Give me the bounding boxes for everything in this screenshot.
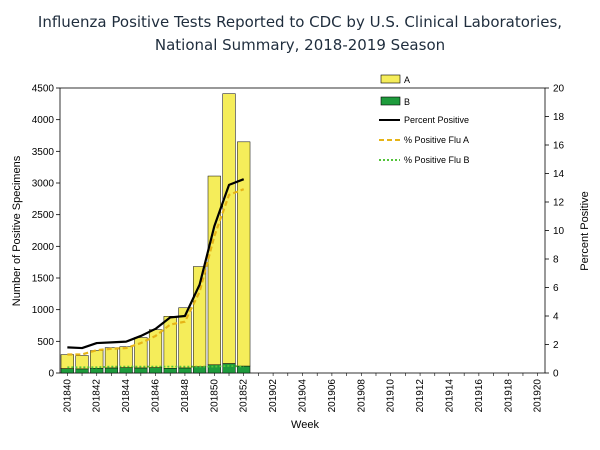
x-tick-label-201902: 201902: [268, 379, 279, 413]
x-tick-label-201844: 201844: [121, 379, 132, 413]
bar-b-201846: [148, 367, 163, 374]
x-axis-label: Week: [291, 419, 319, 431]
bar-a-201852: [237, 141, 251, 367]
x-tick-label-201916: 201916: [474, 379, 485, 413]
bar-a-201845: [134, 337, 148, 369]
x-tick-label-201852: 201852: [239, 379, 250, 413]
x-tick-label-201908: 201908: [356, 379, 367, 413]
bar-a-201842: [90, 350, 104, 369]
legend-label-flu-a: % Positive Flu A: [404, 135, 469, 145]
bar-b-201843: [104, 367, 119, 374]
legend-label-flu-b: % Positive Flu B: [404, 155, 470, 165]
legend-swatch-a: [380, 74, 401, 84]
x-tick-label-201912: 201912: [415, 379, 426, 413]
x-tick-label-201906: 201906: [327, 379, 338, 413]
legend-label-a: A: [404, 75, 410, 85]
bar-a-201840: [60, 354, 74, 369]
bar-b-201851: [222, 363, 236, 374]
y2-tick-label-0: 0: [553, 369, 559, 380]
y-tick-label-5: 2500: [32, 210, 55, 221]
y-tick-label-0: 0: [48, 369, 54, 380]
x-tick-label-201920: 201920: [533, 379, 544, 413]
bar-b-201842: [90, 368, 104, 374]
legend-label-b: B: [404, 97, 410, 107]
y2-tick-label-5: 10: [553, 226, 565, 237]
y-tick-label-3: 1500: [32, 274, 55, 285]
bar-b-201844: [119, 367, 133, 374]
legend-label-percent-positive: Percent Positive: [404, 115, 469, 125]
bar-b-201848: [178, 367, 192, 374]
x-tick-label-201840: 201840: [62, 379, 73, 413]
line-percent-flu-b: [67, 364, 244, 369]
y2-tick-label-6: 12: [553, 198, 565, 209]
bar-b-201850: [207, 364, 221, 374]
y2-tick-label-9: 18: [553, 112, 565, 123]
chart-title-line-1: Influenza Positive Tests Reported to CDC…: [38, 13, 562, 31]
bar-b-201849: [193, 366, 207, 374]
y-tick-label-8: 4000: [32, 115, 55, 126]
y2-tick-label-4: 8: [553, 255, 559, 266]
y2-tick-label-8: 16: [553, 141, 565, 152]
y2-tick-label-3: 6: [553, 283, 559, 294]
legend-swatch-b: [380, 96, 401, 106]
y-tick-label-6: 3000: [32, 179, 55, 190]
line-percent-flu-a: [67, 188, 245, 356]
y2-tick-label-1: 2: [553, 340, 559, 351]
y-tick-label-7: 3500: [32, 147, 55, 158]
x-tick-label-201910: 201910: [386, 379, 397, 413]
x-tick-label-201846: 201846: [151, 379, 162, 413]
bar-a-201851: [222, 93, 236, 364]
y-tick-label-1: 500: [37, 337, 54, 348]
y-tick-label-2: 1000: [32, 305, 55, 316]
y-tick-label-9: 4500: [32, 84, 55, 95]
bar-a-201844: [119, 346, 133, 368]
plot-area: 0 500 1000 1500 2000 2500 3000 3500 4000 4500 0 2 4 6…: [32, 84, 565, 413]
y-axis-label: Number of Positive Specimens: [11, 155, 23, 306]
bar-b-201841: [75, 368, 89, 374]
legend: A B Percent Positive % Positive Flu A % …: [379, 74, 470, 165]
x-tick-label-201914: 201914: [444, 379, 455, 413]
x-tick-label-201904: 201904: [298, 379, 309, 413]
bar-b-201840: [60, 368, 74, 374]
y2-axis-label: Percent Positive: [579, 191, 591, 270]
x-tick-label-201850: 201850: [209, 379, 220, 413]
plot-frame: [59, 87, 546, 374]
bar-a-201850: [207, 175, 221, 366]
bar-a-201841: [75, 355, 89, 370]
y2-tick-label-10: 20: [553, 84, 565, 95]
y-tick-label-4: 2000: [32, 242, 55, 253]
x-tick-label-201848: 201848: [180, 379, 191, 413]
line-percent-positive: [67, 178, 245, 350]
x-tick-label-201842: 201842: [92, 379, 103, 413]
y2-tick-label-7: 14: [553, 169, 565, 180]
bar-b-201845: [134, 367, 148, 374]
bar-b-201847: [163, 368, 177, 374]
y2-tick-label-2: 4: [553, 312, 559, 323]
x-tick-label-201918: 201918: [503, 379, 514, 413]
chart-title-line-2: National Summary, 2018-2019 Season: [155, 36, 445, 54]
bar-a-201843: [104, 347, 119, 369]
bar-a-201847: [163, 316, 177, 369]
